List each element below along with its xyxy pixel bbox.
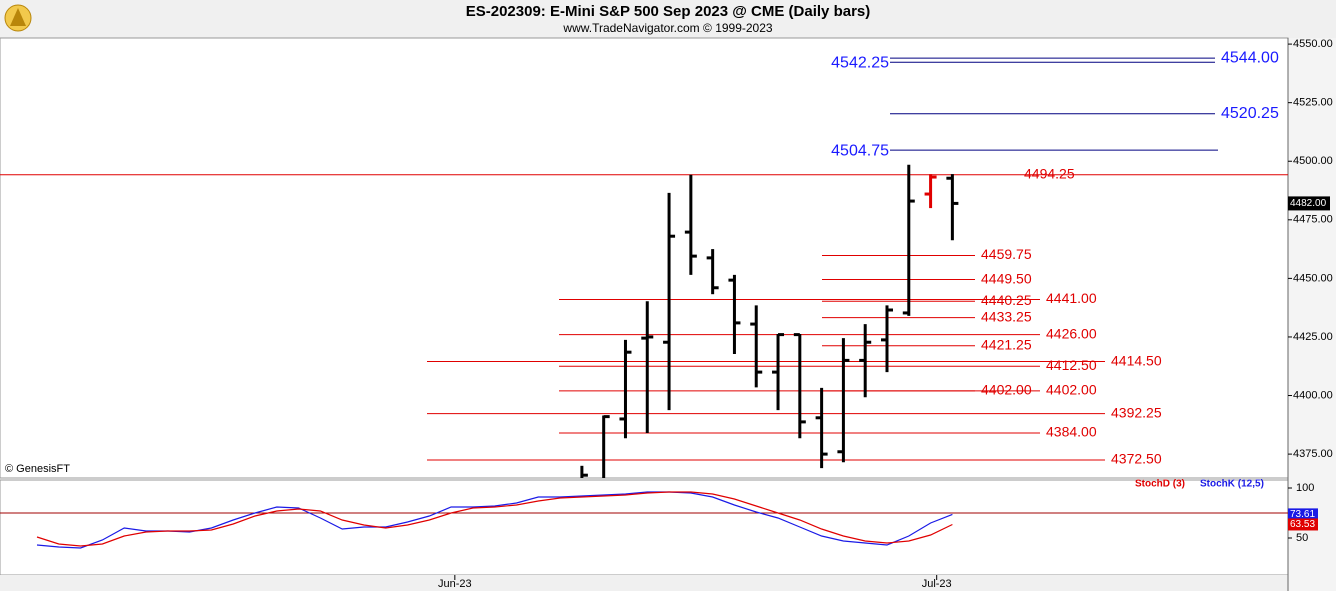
end-value-label: 73.61	[1290, 509, 1315, 520]
credit: © GenesisFT	[5, 463, 70, 475]
chart-title: ES-202309: E-Mini S&P 500 Sep 2023 @ CME…	[466, 3, 871, 20]
y-tick-label: 4525.00	[1293, 97, 1333, 109]
level-label: 4542.25	[831, 54, 889, 71]
level-label: 4372.50	[1111, 451, 1162, 467]
level-label: 4449.50	[981, 270, 1032, 286]
y-tick-label: 4375.00	[1293, 448, 1333, 460]
last-price-box	[1288, 196, 1330, 211]
stoch-line	[36, 491, 953, 547]
price-plot	[0, 57, 1288, 478]
stoch-panel	[0, 479, 1289, 576]
level-label: 4414.50	[1111, 352, 1162, 368]
level-label: 4384.00	[1046, 424, 1097, 440]
level-label: 4402.00	[1046, 382, 1097, 398]
level-label: 4520.25	[1221, 105, 1279, 122]
level-label: 4421.25	[981, 336, 1032, 352]
logo	[4, 4, 32, 32]
end-value-box	[1288, 518, 1318, 531]
overlay: 4375.00 4400.00 4425.00 4450.00 4475.00 4500.…	[438, 38, 1333, 590]
value-axis	[1288, 38, 1336, 591]
level-label: 4441.00	[1046, 290, 1097, 306]
y-tick-label: 50	[1296, 532, 1308, 544]
end-value-label: 63.53	[1290, 519, 1315, 530]
level-label: 4412.50	[1046, 357, 1097, 373]
x-tick-label: Jul-23	[922, 578, 952, 590]
legend-entry: StochK (12,5)	[1200, 479, 1264, 490]
last-price-label: 4482.00	[1290, 198, 1327, 209]
x-tick-label: Jun-23	[438, 578, 472, 590]
y-tick-label: 100	[1296, 482, 1314, 494]
price-panel	[0, 37, 1289, 479]
y-tick-label: 4550.00	[1293, 38, 1333, 50]
end-value-box	[1288, 508, 1318, 521]
subtitle: www.TradeNavigator.com © 1999-2023	[562, 21, 772, 35]
level-label: 4433.25	[981, 308, 1032, 324]
level-label: 4402.00	[981, 382, 1032, 398]
level-label: 4426.00	[1046, 325, 1097, 341]
level-label: 4544.00	[1221, 49, 1279, 66]
y-tick-label: 4400.00	[1293, 389, 1333, 401]
y-tick-label: 4425.00	[1293, 331, 1333, 343]
y-tick-label: 4475.00	[1293, 214, 1333, 226]
legend-entry: StochD (3)	[1135, 479, 1185, 490]
level-label: 4504.75	[831, 142, 889, 159]
level-label: 4459.75	[981, 246, 1032, 262]
stoch-plot	[0, 491, 1288, 549]
stoch-line	[36, 491, 953, 549]
y-tick-label: 4500.00	[1293, 155, 1333, 167]
level-label: 4440.25	[981, 292, 1032, 308]
level-label: 4494.25	[1024, 165, 1075, 181]
title-bar	[0, 0, 1336, 38]
y-tick-label: 4450.00	[1293, 272, 1333, 284]
time-axis	[0, 575, 1288, 591]
level-label: 4392.25	[1111, 404, 1162, 420]
